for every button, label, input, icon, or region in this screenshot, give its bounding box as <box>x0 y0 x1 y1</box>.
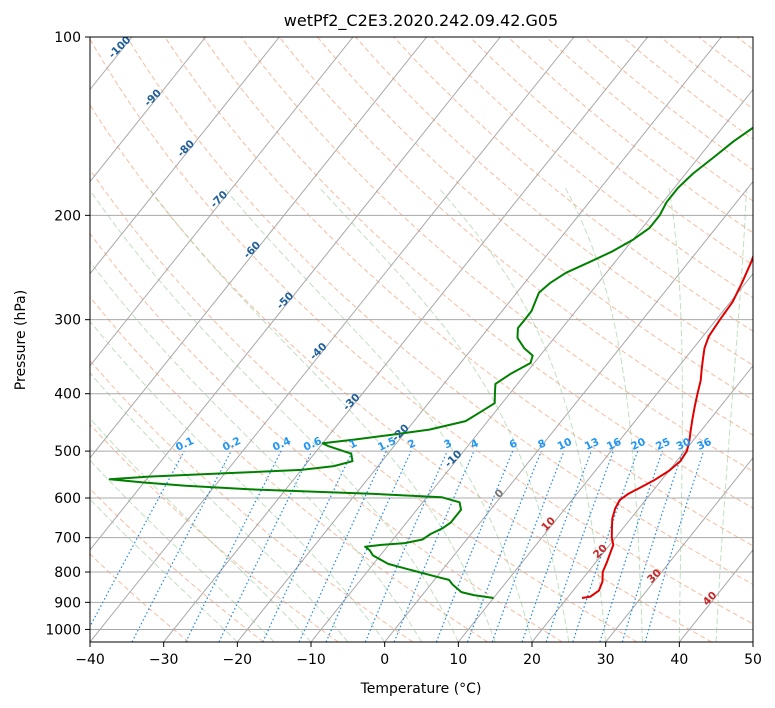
dry-adiabat <box>164 37 753 547</box>
mixing-ratio-label: 8 <box>536 437 548 451</box>
moist-adiabat <box>90 459 275 642</box>
mixing-ratio-line <box>599 450 663 642</box>
x-tick-label: 10 <box>449 652 467 668</box>
isotherm <box>457 272 753 642</box>
moist-adiabat <box>319 187 570 642</box>
isotherm <box>605 457 753 642</box>
moist-adiabat <box>148 187 496 642</box>
mixing-ratio-line <box>491 450 565 642</box>
dry-adiabat <box>90 553 190 642</box>
moist-adiabat <box>90 320 386 642</box>
x-tick-label: 30 <box>597 652 615 668</box>
dry-adiabat <box>90 104 712 642</box>
dewpoint-line <box>108 126 753 599</box>
y-tick-label: 700 <box>54 531 81 547</box>
mixing-ratio-label: 20 <box>629 436 647 453</box>
x-axis-label: Temperature (°C) <box>360 681 482 697</box>
mixing-ratio-label: 6 <box>508 437 520 451</box>
mixing-ratio-label: 3 <box>442 437 454 451</box>
moist-adiabat <box>715 188 748 642</box>
mixing-ratio-line <box>393 450 475 642</box>
moist-adiabat <box>90 189 459 642</box>
moist-adiabat <box>90 498 238 642</box>
dry-adiabat <box>202 37 753 509</box>
mixing-ratio-label: 25 <box>654 436 672 453</box>
mixing-ratio-line <box>435 450 514 642</box>
isotherm <box>90 37 280 275</box>
mixing-ratio-line <box>644 450 705 642</box>
isotherm <box>90 37 354 367</box>
x-tick-label: 0 <box>380 652 389 668</box>
dry-adiabat <box>90 488 264 642</box>
y-tick-label: 500 <box>54 444 81 460</box>
mixing-ratio-label: 10 <box>556 436 574 453</box>
dry-adiabat <box>90 38 753 625</box>
dry-adiabat <box>90 296 488 642</box>
sounding-series <box>108 126 753 599</box>
x-tick-label: 20 <box>523 652 541 668</box>
y-tick-label: 300 <box>54 313 81 329</box>
y-tick-label: 200 <box>54 208 81 224</box>
y-axis-label: Pressure (hPa) <box>13 290 29 390</box>
mixing-ratio-line <box>572 450 639 642</box>
moist-adiabat <box>90 260 422 642</box>
y-tick-label: 100 <box>54 30 81 46</box>
moist-adiabat <box>668 188 683 642</box>
y-axis: 100 200 300 400 500 600 700 800 900 1000 <box>45 30 90 638</box>
x-tick-label: −10 <box>296 652 326 668</box>
dry-adiabat <box>431 37 753 299</box>
isotherm <box>90 37 428 459</box>
mixing-ratio-line <box>545 450 614 642</box>
y-tick-label: 900 <box>54 595 81 611</box>
mixing-ratio-label: 13 <box>583 436 601 453</box>
mixing-ratio-line <box>466 450 542 642</box>
y-tick-label: 400 <box>54 387 81 403</box>
mixing-ratio-line <box>621 450 684 642</box>
x-tick-label: −40 <box>75 652 105 668</box>
mixing-ratio-label: 30 <box>674 436 692 453</box>
x-tick-label: −30 <box>149 652 179 668</box>
isotherm <box>90 37 575 642</box>
mixing-ratio-line <box>521 450 592 642</box>
temperature-line <box>581 253 753 599</box>
mixing-ratio-line <box>90 450 185 628</box>
y-tick-label: 1000 <box>45 622 81 638</box>
mixing-ratio-line <box>364 450 448 642</box>
mixing-ratio-label: 36 <box>695 436 713 453</box>
isotherm <box>236 37 722 642</box>
x-tick-label: 50 <box>744 652 762 668</box>
mixing-ratio-label: 4 <box>469 437 481 451</box>
moist-adiabat <box>90 372 349 642</box>
isotherm <box>163 37 649 642</box>
isotherm <box>384 180 753 642</box>
x-tick-label: 40 <box>670 652 688 668</box>
y-tick-label: 800 <box>54 565 81 581</box>
mixing-ratio-label: 1 <box>347 437 359 451</box>
mixing-ratio-line <box>185 450 282 642</box>
moist-adiabat <box>438 187 607 642</box>
plot-frame <box>89 36 754 643</box>
dry-adiabat <box>90 168 638 642</box>
dry-adiabat <box>278 37 753 436</box>
moist-adiabat <box>224 187 533 642</box>
dry-adiabat <box>393 37 753 332</box>
isotherm <box>310 88 753 642</box>
chart-title: wetPf2_C2E3.2020.242.09.42.G05 <box>284 11 558 31</box>
dry-adiabat <box>240 37 753 472</box>
mixing-ratio-label: 2 <box>406 437 418 451</box>
isotherm <box>90 37 501 551</box>
moist-adiabat <box>565 187 643 642</box>
mixing-ratio-label: 16 <box>605 436 623 453</box>
x-axis: −40 −30 −20 −10 0 10 20 30 40 50 <box>75 642 762 668</box>
isotherm <box>90 37 207 183</box>
x-tick-label: −20 <box>223 652 253 668</box>
dry-adiabat <box>90 423 339 642</box>
y-tick-label: 600 <box>54 491 81 507</box>
